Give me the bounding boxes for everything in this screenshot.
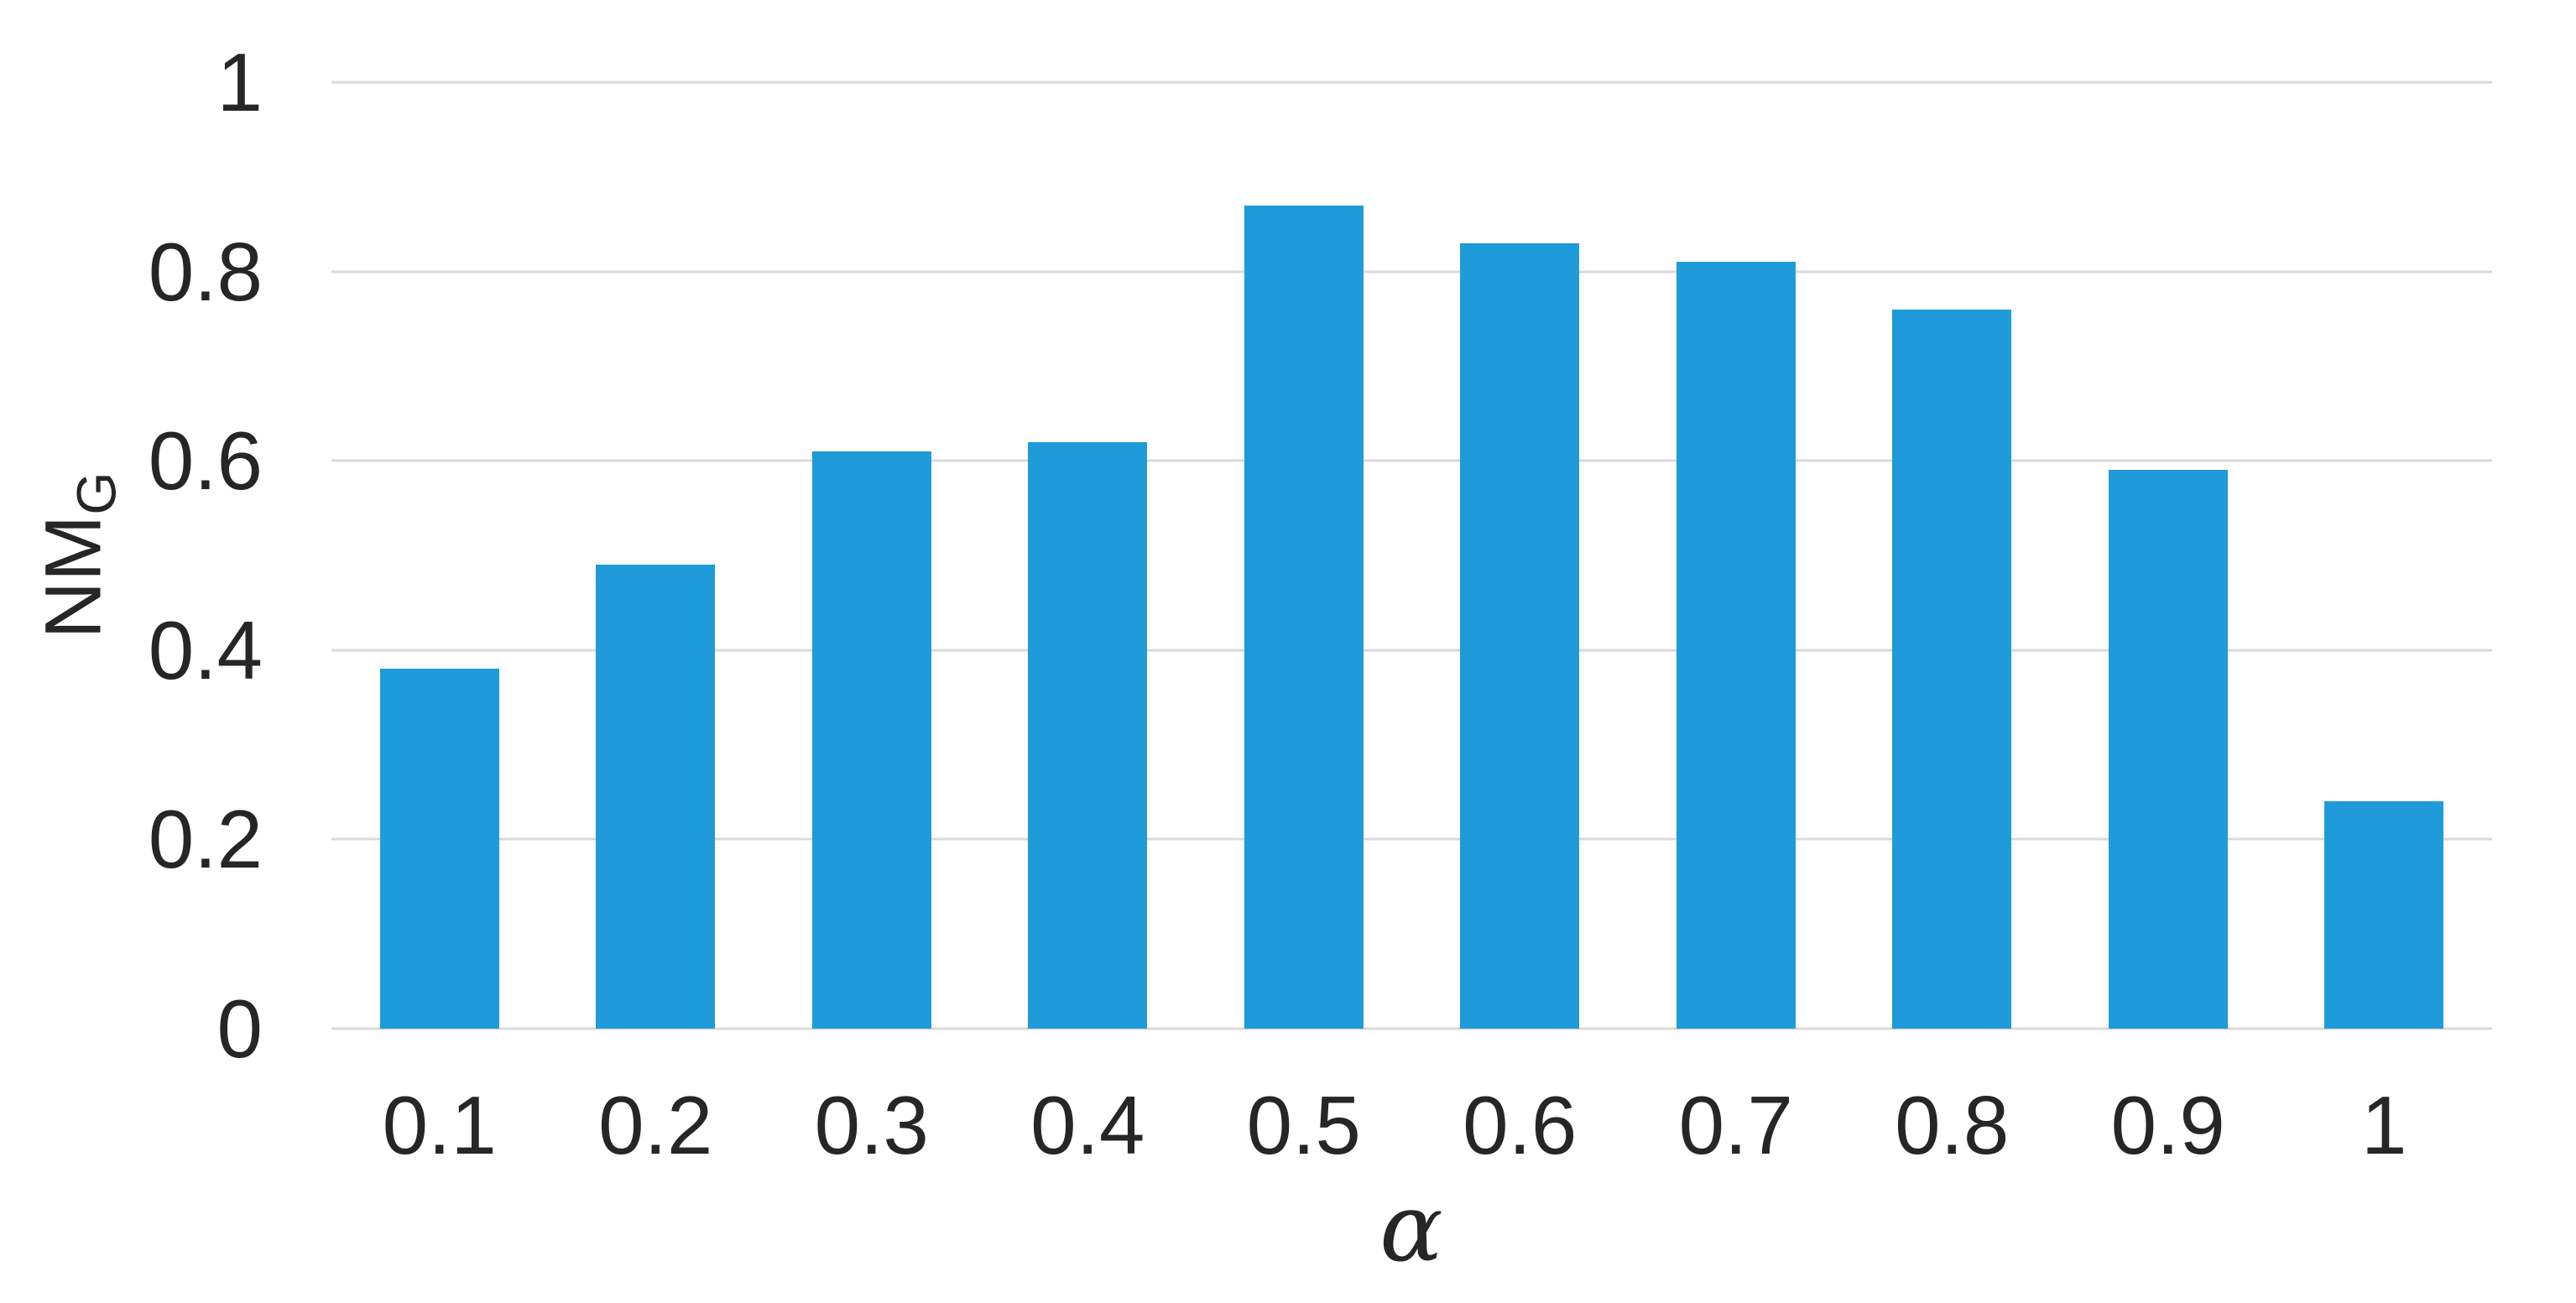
gridline-0.8: [331, 270, 2492, 274]
gridline-0: [331, 1027, 2492, 1030]
x-tick-label-0.2: 0.2: [598, 1079, 713, 1171]
bar-1: [2324, 801, 2444, 1029]
y-tick-label-0.2: 0.2: [148, 793, 263, 886]
y-tick-label-0.6: 0.6: [148, 414, 263, 508]
y-tick-label-0.8: 0.8: [148, 225, 263, 318]
bar-0.2: [596, 565, 716, 1029]
x-tick-label-0.3: 0.3: [814, 1079, 929, 1171]
y-tick-label-1: 1: [216, 36, 263, 128]
bar-0.6: [1460, 242, 1580, 1029]
bar-0.3: [811, 451, 931, 1029]
gridline-0.2: [331, 837, 2492, 841]
plot-area: [331, 81, 2492, 1030]
y-tick-label-0: 0: [216, 982, 263, 1075]
y-axis-title: NMG: [29, 472, 128, 638]
x-tick-label-0.4: 0.4: [1030, 1079, 1145, 1171]
x-tick-label-0.8: 0.8: [1895, 1079, 2010, 1171]
gridline-0.6: [331, 459, 2492, 462]
bar-0.4: [1028, 441, 1148, 1029]
y-axis-title-main: NM: [29, 514, 118, 639]
bar-0.9: [2108, 470, 2228, 1029]
gridline-0.4: [331, 649, 2492, 652]
bar-0.7: [1676, 262, 1796, 1029]
bar-0.8: [1892, 309, 2012, 1029]
y-axis-title-subscript: G: [65, 472, 128, 515]
bar-0.5: [1244, 205, 1364, 1029]
x-tick-label-0.7: 0.7: [1678, 1079, 1793, 1171]
bar-0.1: [379, 669, 499, 1029]
x-axis-title: α: [1379, 1174, 1443, 1283]
x-tick-label-0.6: 0.6: [1463, 1079, 1577, 1171]
gridline-1: [331, 81, 2492, 84]
x-tick-label-0.1: 0.1: [382, 1079, 497, 1171]
y-tick-label-0.4: 0.4: [148, 603, 263, 696]
x-tick-label-0.9: 0.9: [2110, 1079, 2225, 1171]
x-tick-label-1: 1: [2360, 1079, 2407, 1171]
x-tick-label-0.5: 0.5: [1246, 1079, 1361, 1171]
